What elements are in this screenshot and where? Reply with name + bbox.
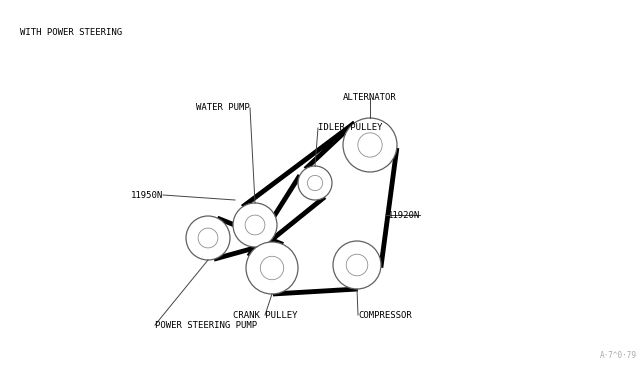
Text: COMPRESSOR: COMPRESSOR: [358, 311, 412, 320]
Circle shape: [333, 241, 381, 289]
Circle shape: [233, 203, 277, 247]
Circle shape: [186, 216, 230, 260]
Circle shape: [246, 242, 298, 294]
Text: WATER PUMP: WATER PUMP: [196, 103, 250, 112]
Text: IDLER PULLEY: IDLER PULLEY: [318, 124, 383, 132]
Text: 11950N: 11950N: [131, 190, 163, 199]
Text: A·7^0·79: A·7^0·79: [600, 350, 637, 359]
Text: CRANK PULLEY: CRANK PULLEY: [233, 311, 297, 320]
Text: POWER STEERING PUMP: POWER STEERING PUMP: [155, 321, 257, 330]
Text: 11920N: 11920N: [388, 211, 420, 219]
Text: WITH POWER STEERING: WITH POWER STEERING: [20, 28, 122, 37]
Text: ALTERNATOR: ALTERNATOR: [343, 93, 397, 103]
Circle shape: [298, 166, 332, 200]
Circle shape: [343, 118, 397, 172]
